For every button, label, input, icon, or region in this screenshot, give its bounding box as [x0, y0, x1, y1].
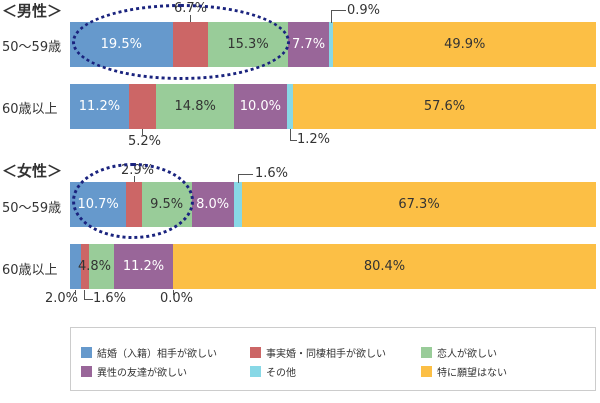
segment-none: 49.9% — [333, 22, 596, 67]
segment-value: 15.3% — [227, 37, 269, 52]
segment-value: 8.0% — [196, 197, 230, 212]
segment-cohabit — [128, 84, 157, 129]
segment-other — [233, 182, 243, 227]
segment-value: 11.2% — [78, 99, 121, 114]
legend-item-none: 特に願望はない — [421, 364, 507, 379]
leader-line — [173, 290, 174, 295]
segment-value: 14.8% — [174, 99, 216, 114]
leader-line — [142, 129, 143, 135]
row-label-female-50s: 50〜59歳 — [2, 201, 62, 216]
leader-line — [75, 290, 76, 295]
segment-other — [328, 22, 334, 67]
segment-value: 10.0% — [239, 99, 282, 114]
segment-value: 19.5% — [100, 37, 142, 52]
legend-item-marriage: 結婚（入籍）相手が欲しい — [81, 345, 217, 360]
segment-none: 80.4% — [172, 244, 596, 289]
bar-male-60plus: 11.2% 14.8% 10.0% 57.6% — [70, 84, 596, 129]
segment-value: 9.5% — [150, 197, 184, 212]
legend-swatch — [421, 366, 432, 377]
segment-friend: 8.0% — [191, 182, 234, 227]
segment-value: 67.3% — [398, 197, 440, 212]
bar-male-50s: 19.5% 15.3% 7.7% 49.9% — [70, 22, 596, 67]
legend-swatch — [81, 347, 92, 358]
chart-legend: 結婚（入籍）相手が欲しい 事実婚・同棲相手が欲しい 恋人が欲しい 異性の友達が欲… — [70, 327, 596, 391]
legend-swatch — [250, 347, 261, 358]
legend-swatch — [250, 366, 261, 377]
leader-line — [190, 15, 191, 22]
segment-other — [286, 84, 293, 129]
row-label-male-60plus: 60歳以上 — [2, 102, 58, 117]
segment-value: 7.7% — [292, 37, 326, 52]
segment-lover: 4.8% — [78, 244, 115, 289]
segment-lover: 15.3% — [207, 22, 289, 67]
segment-marriage: 19.5% — [70, 22, 173, 67]
segment-marriage: 10.7% — [70, 182, 127, 227]
legend-item-other: その他 — [250, 364, 296, 379]
segment-friend: 10.0% — [234, 84, 287, 129]
segment-friend: 11.2% — [114, 244, 173, 289]
ext-label-female-50s-cohabit: 2.9% — [121, 163, 155, 178]
leader-line — [290, 129, 297, 141]
segment-value: 57.6% — [423, 99, 466, 114]
segment-value: 11.2% — [122, 259, 165, 274]
legend-label: 特に願望はない — [437, 368, 507, 379]
segment-friend: 7.7% — [288, 22, 329, 67]
ext-label-female-50s-other: 1.6% — [255, 166, 289, 181]
bar-female-60plus: 4.8% 11.2% 80.4% — [70, 244, 596, 289]
segment-marriage: 11.2% — [70, 84, 129, 129]
legend-swatch — [81, 366, 92, 377]
segment-cohabit — [126, 182, 142, 227]
segment-cohabit — [80, 244, 89, 289]
ext-label-male-50s-cohabit: 6.7% — [174, 1, 208, 16]
legend-label: 結婚（入籍）相手が欲しい — [97, 349, 217, 360]
ext-label-male-50s-other: 0.9% — [347, 3, 381, 18]
group-title-male: ＜男性＞ — [2, 2, 63, 20]
segment-value: 10.7% — [77, 197, 119, 212]
group-title-female: ＜女性＞ — [2, 162, 63, 180]
row-label-female-60plus: 60歳以上 — [2, 263, 58, 278]
bar-female-50s: 10.7% 9.5% 8.0% 67.3% — [70, 182, 596, 227]
leader-line — [238, 174, 253, 183]
leader-line — [134, 176, 135, 182]
row-label-male-50s: 50〜59歳 — [2, 40, 62, 55]
legend-swatch — [421, 347, 432, 358]
legend-label: 事実婚・同棲相手が欲しい — [266, 349, 386, 360]
legend-label: 恋人が欲しい — [437, 349, 497, 360]
segment-value: 4.8% — [77, 259, 111, 274]
ext-label-female-60plus-other: 0.0% — [160, 291, 194, 306]
segment-none: 57.6% — [292, 84, 596, 129]
segment-marriage — [70, 244, 81, 289]
segment-value: 49.9% — [444, 37, 486, 52]
legend-item-friend: 異性の友達が欲しい — [81, 364, 187, 379]
ext-label-male-60plus-other: 1.2% — [297, 132, 331, 147]
legend-label: 異性の友達が欲しい — [97, 368, 187, 379]
segment-cohabit — [172, 22, 208, 67]
legend-label: その他 — [266, 368, 296, 379]
legend-item-cohabit: 事実婚・同棲相手が欲しい — [250, 345, 386, 360]
leader-line — [84, 290, 93, 300]
ext-label-female-60plus-cohabit: 1.6% — [93, 291, 127, 306]
ext-label-male-60plus-cohabit: 5.2% — [128, 134, 162, 149]
segment-lover: 9.5% — [141, 182, 192, 227]
ext-label-female-60plus-marriage: 2.0% — [45, 291, 79, 306]
segment-value: 80.4% — [363, 259, 406, 274]
legend-item-lover: 恋人が欲しい — [421, 345, 497, 360]
segment-lover: 14.8% — [156, 84, 235, 129]
segment-none: 67.3% — [242, 182, 596, 227]
leader-line — [331, 10, 346, 23]
